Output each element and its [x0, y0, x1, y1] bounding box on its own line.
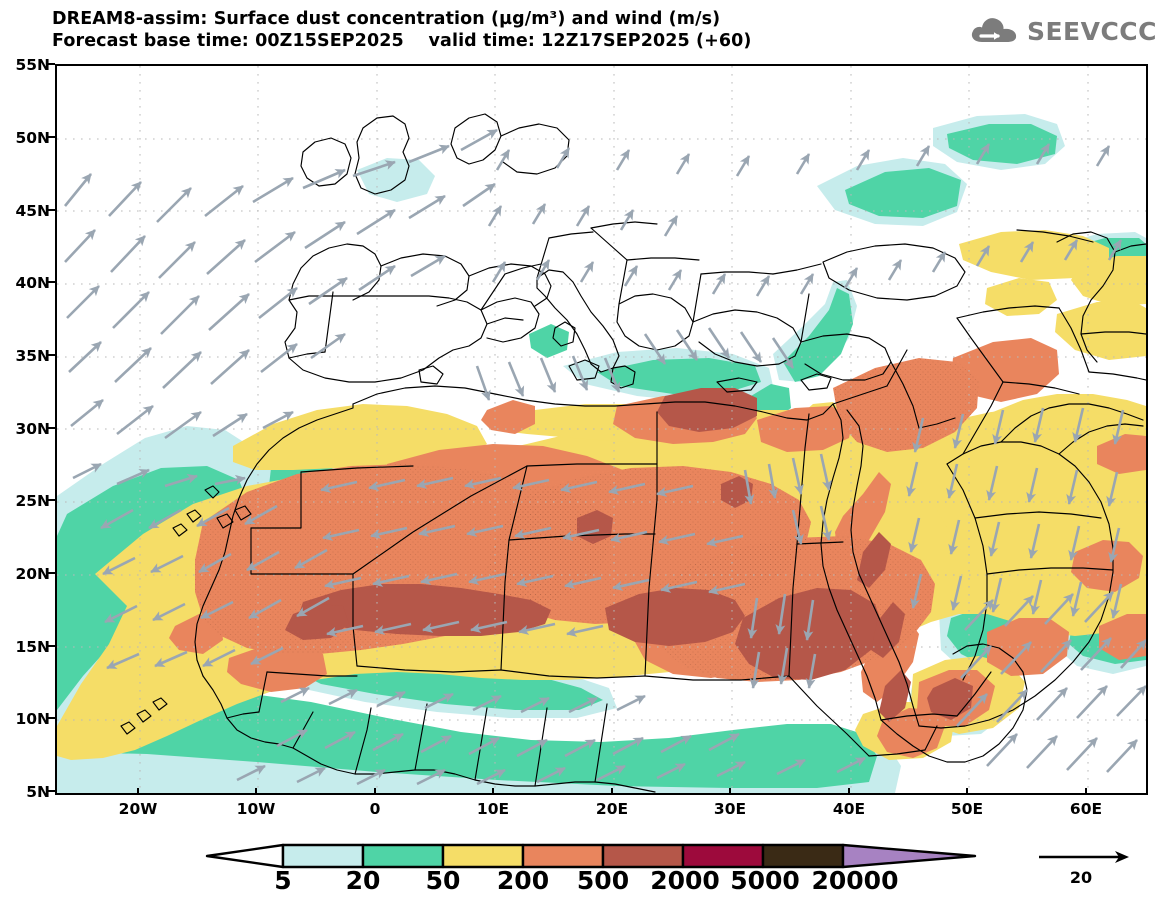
- colorbar-tick: 20: [345, 866, 381, 895]
- xtick-mark: [966, 788, 968, 795]
- colorbar-under-arrow: [205, 843, 285, 869]
- xtick-mark: [848, 788, 850, 795]
- xtick-label: 10W: [236, 800, 276, 818]
- ytick-mark: [47, 354, 55, 356]
- colorbar-over-arrow: [841, 843, 977, 869]
- xtick-mark: [611, 788, 613, 795]
- colorbar-band-5: [281, 843, 365, 869]
- ytick-label: 40N: [15, 274, 50, 292]
- seevccc-logo: SEEVCCC: [968, 14, 1157, 48]
- xtick-mark: [255, 788, 257, 795]
- xtick-label: 60E: [1069, 800, 1103, 818]
- ytick-label: 55N: [15, 56, 50, 74]
- title-line-times: Forecast base time: 00Z15SEP2025 valid t…: [52, 31, 752, 51]
- colorbar-tick: 2000: [650, 866, 720, 895]
- dust-concentration-map: [57, 66, 1146, 793]
- xtick-label: 20E: [595, 800, 629, 818]
- colorbar-tick: 20000: [811, 866, 899, 895]
- colorbar-tick: 200: [496, 866, 550, 895]
- ytick-mark: [47, 281, 55, 283]
- xtick-label: 40E: [832, 800, 866, 818]
- colorbar: [205, 843, 977, 869]
- ytick-mark: [47, 209, 55, 211]
- xtick-label: 0: [369, 800, 381, 818]
- ytick-label: 15N: [15, 638, 50, 656]
- ytick-label: 35N: [15, 347, 50, 365]
- colorbar-band-50: [441, 843, 525, 869]
- ytick-label: 20N: [15, 565, 50, 583]
- ytick-mark: [47, 427, 55, 429]
- ytick-mark: [47, 645, 55, 647]
- ytick-mark: [47, 136, 55, 138]
- title-line-variable: DREAM8-assim: Surface dust concentration…: [52, 9, 721, 29]
- colorbar-band-2000: [681, 843, 765, 869]
- colorbar-band-200: [521, 843, 605, 869]
- xtick-label: 20W: [118, 800, 158, 818]
- ytick-label: 50N: [15, 129, 50, 147]
- ytick-label: 25N: [15, 492, 50, 510]
- colorbar-tick: 500: [576, 866, 630, 895]
- figure-title-block: DREAM8-assim: Surface dust concentration…: [52, 8, 952, 52]
- colorbar-tick-labels: 5 20 50 200 500 2000 5000 20000: [0, 866, 1165, 900]
- wind-scale-reference: 20: [1035, 848, 1145, 894]
- map-plot-area: [55, 64, 1148, 795]
- colorbar-band-5000: [761, 843, 845, 869]
- ytick-label: 30N: [15, 420, 50, 438]
- xtick-label: 30E: [713, 800, 747, 818]
- xtick-mark: [137, 788, 139, 795]
- xtick-label: 10E: [476, 800, 510, 818]
- cloud-wind-icon: [971, 18, 1017, 42]
- ytick-mark: [47, 790, 55, 792]
- xtick-mark: [492, 788, 494, 795]
- ytick-mark: [47, 572, 55, 574]
- wind-vector-field: [63, 128, 1146, 786]
- colorbar-tick: 50: [425, 866, 461, 895]
- colorbar-tick: 5000: [730, 866, 800, 895]
- ytick-mark: [47, 63, 55, 65]
- wind-scale-arrow-icon: [1039, 851, 1129, 863]
- ytick-label: 5N: [26, 783, 50, 801]
- wind-scale-value: 20: [1069, 868, 1093, 887]
- logo-text: SEEVCCC: [1026, 16, 1157, 46]
- xtick-mark: [374, 788, 376, 795]
- colorbar-band-500: [601, 843, 685, 869]
- xtick-mark: [1085, 788, 1087, 795]
- xtick-label: 50E: [950, 800, 984, 818]
- xtick-mark: [729, 788, 731, 795]
- colorbar-band-20: [361, 843, 445, 869]
- ytick-label: 45N: [15, 202, 50, 220]
- ytick-mark: [47, 499, 55, 501]
- ytick-mark: [47, 717, 55, 719]
- ytick-label: 10N: [15, 710, 50, 728]
- colorbar-tick: 5: [274, 866, 292, 895]
